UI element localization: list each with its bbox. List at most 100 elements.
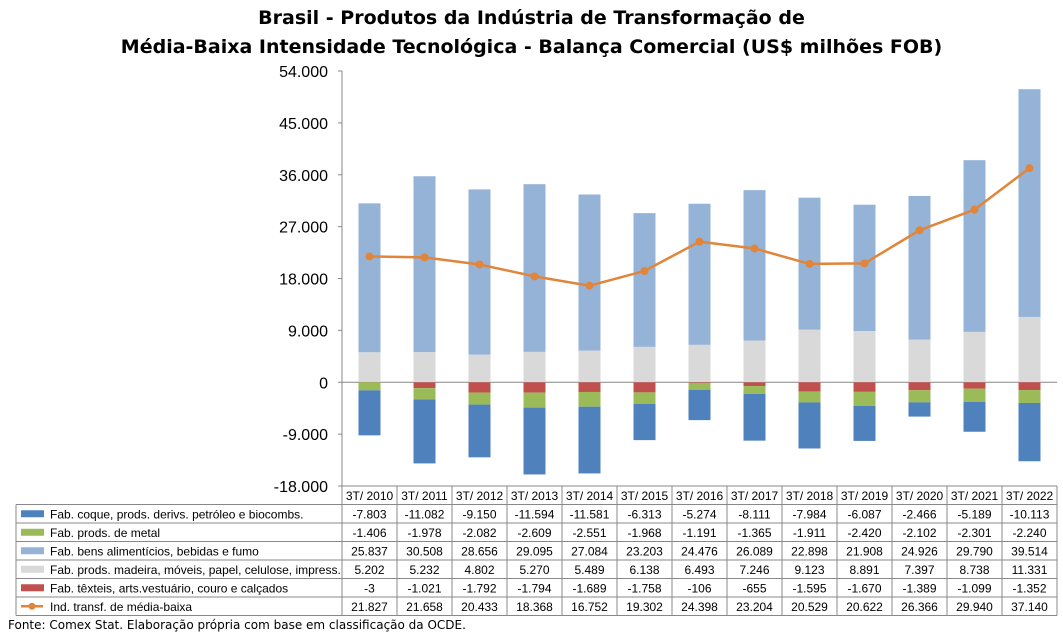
data-label: 21.827 xyxy=(351,600,388,614)
legend-label: Fab. prods. de metal xyxy=(50,526,160,540)
data-label: 20.529 xyxy=(791,600,828,614)
line-total-point xyxy=(585,281,594,290)
data-label: 9.123 xyxy=(794,563,824,577)
bar-texteis xyxy=(633,382,656,393)
bar-alimentos xyxy=(908,195,931,340)
x-tick-label: 3T/ 2021 xyxy=(951,489,999,503)
data-label: -6.087 xyxy=(847,507,881,521)
data-label: -2.102 xyxy=(902,526,936,540)
data-label: -1.689 xyxy=(572,581,606,595)
y-tick-label: 9.000 xyxy=(288,323,328,340)
bar-texteis xyxy=(908,382,931,391)
data-label: -11.594 xyxy=(515,507,555,521)
line-total-point xyxy=(420,253,429,262)
bar-coque xyxy=(853,405,876,441)
bar-metal xyxy=(358,382,381,391)
x-tick-label: 3T/ 2015 xyxy=(621,489,669,503)
data-label: -1.758 xyxy=(627,581,661,595)
data-label: -11.082 xyxy=(405,507,445,521)
bar-metal xyxy=(1018,390,1041,403)
data-label: 27.084 xyxy=(571,544,608,558)
bar-madeira xyxy=(1018,316,1041,383)
x-tick-label: 3T/ 2017 xyxy=(731,489,779,503)
data-label: 7.246 xyxy=(739,563,769,577)
bar-madeira xyxy=(743,340,766,383)
data-label: -5.274 xyxy=(682,507,716,521)
data-label: -1.406 xyxy=(352,526,386,540)
y-tick-label: 0 xyxy=(319,375,328,392)
x-tick-label: 3T/ 2022 xyxy=(1006,489,1054,503)
data-label: 20.622 xyxy=(846,600,883,614)
data-label: -1.099 xyxy=(957,581,991,595)
bar-coque xyxy=(798,402,821,449)
data-label: -2.609 xyxy=(517,526,551,540)
bar-madeira xyxy=(853,331,876,383)
x-tick-label: 3T/ 2019 xyxy=(841,489,889,503)
data-label: 6.138 xyxy=(629,563,659,577)
data-label: 19.302 xyxy=(626,600,663,614)
bar-alimentos xyxy=(468,189,491,355)
bar-alimentos xyxy=(743,190,766,341)
bar-coque xyxy=(633,403,656,441)
data-label: 30.508 xyxy=(406,544,443,558)
bar-madeira xyxy=(358,352,381,383)
legend-key-coque xyxy=(21,510,44,518)
x-tick-label: 3T/ 2013 xyxy=(511,489,559,503)
bar-madeira xyxy=(523,351,546,383)
y-tick-label: -18.000 xyxy=(274,479,328,496)
data-label: 24.398 xyxy=(681,600,718,614)
data-label: -5.189 xyxy=(957,507,991,521)
bar-metal xyxy=(468,392,491,405)
line-total-point xyxy=(970,205,979,214)
legend-key-alimentos xyxy=(21,547,44,555)
bar-coque xyxy=(688,389,711,421)
data-label: 6.493 xyxy=(684,563,714,577)
x-tick-label: 3T/ 2014 xyxy=(566,489,614,503)
data-label: -8.111 xyxy=(738,507,771,521)
data-label: 23.203 xyxy=(626,544,663,558)
data-label: 25.837 xyxy=(351,544,388,558)
data-label: 26.366 xyxy=(901,600,938,614)
data-label: 16.752 xyxy=(571,600,608,614)
x-tick-label: 3T/ 2018 xyxy=(786,489,834,503)
bar-madeira xyxy=(413,352,436,383)
data-label: -10.113 xyxy=(1010,507,1050,521)
bar-madeira xyxy=(578,350,601,383)
x-tick-label: 3T/ 2016 xyxy=(676,489,724,503)
legend-label: Ind. transf. de média-baixa xyxy=(50,600,192,614)
data-label: -1.670 xyxy=(847,581,881,595)
chart-title-line-2: Média-Baixa Intensidade Tecnológica - Ba… xyxy=(120,36,943,58)
data-label: 29.790 xyxy=(956,544,993,558)
line-total-point xyxy=(640,266,649,275)
data-label: -1.021 xyxy=(407,581,441,595)
line-total-point xyxy=(365,252,374,261)
data-label: -2.551 xyxy=(572,526,606,540)
x-tick-label: 3T/ 2011 xyxy=(401,489,448,503)
y-tick-label: 27.000 xyxy=(279,220,328,237)
x-tick-label: 3T/ 2020 xyxy=(896,489,944,503)
data-label: -2.301 xyxy=(957,526,991,540)
bar-coque xyxy=(413,399,436,464)
bar-texteis xyxy=(468,382,491,393)
bar-coque xyxy=(578,406,601,474)
bar-texteis xyxy=(853,382,876,392)
data-label: -1.978 xyxy=(407,526,441,540)
legend-label: Fab. coque, prods. derivs. petróleo e bi… xyxy=(50,507,303,521)
bar-texteis xyxy=(523,382,546,393)
data-label: -2.240 xyxy=(1012,526,1046,540)
bar-metal xyxy=(413,388,436,400)
bar-coque xyxy=(908,402,931,417)
bar-madeira xyxy=(468,354,491,383)
bar-metal xyxy=(798,391,821,403)
data-label: -1.968 xyxy=(627,526,661,540)
data-label: 21.908 xyxy=(846,544,883,558)
chart-title: Brasil - Produtos da Indústria de Transf… xyxy=(0,4,1063,62)
bar-madeira xyxy=(908,339,931,383)
line-total-point xyxy=(915,226,924,235)
source-note: Fonte: Comex Stat. Elaboração própria co… xyxy=(8,618,466,632)
bar-coque xyxy=(743,393,766,441)
x-tick-label: 3T/ 2010 xyxy=(346,489,394,503)
data-label: -1.389 xyxy=(902,581,936,595)
data-label: -1.595 xyxy=(792,581,826,595)
line-total-point xyxy=(750,244,759,253)
